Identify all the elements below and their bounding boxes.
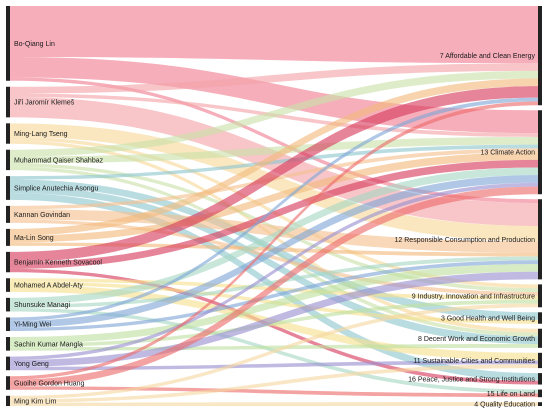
source-node-bar bbox=[6, 278, 10, 292]
source-node-label: Ming Kim Lim bbox=[14, 398, 57, 405]
source-node-label: Benjamin Kenneth Sovacool bbox=[14, 260, 102, 267]
source-node-bar bbox=[6, 176, 10, 200]
source-node-label: Bo-Qiang Lin bbox=[14, 41, 55, 48]
flow-link bbox=[10, 175, 538, 328]
source-node-label: Ming-Lang Tseng bbox=[14, 131, 68, 138]
source-node-bar bbox=[6, 123, 10, 144]
flow-link bbox=[10, 186, 538, 345]
sankey-source-nodes: Bo-Qiang Lin Jiří Jaromír Klemeš Ming-Lang… bbox=[6, 6, 104, 406]
target-node-label: 4 Quality Education bbox=[474, 402, 535, 409]
source-node-label: Muhammad Qaiser Shahbaz bbox=[14, 157, 104, 164]
target-node-label: 11 Sustainable Cities and Communities bbox=[413, 358, 535, 365]
source-node-label: Shunsuke Managi bbox=[14, 302, 70, 309]
target-node-label: 3 Good Health and Well Being bbox=[441, 316, 535, 323]
flow-link bbox=[10, 63, 538, 94]
flow-link bbox=[10, 364, 538, 403]
target-node-label: 12 Responsible Consumption and Productio… bbox=[395, 237, 536, 244]
flow-link bbox=[10, 70, 538, 157]
target-node-bar bbox=[538, 352, 542, 369]
flow-link bbox=[10, 77, 538, 204]
flow-link bbox=[10, 136, 538, 164]
flow-link bbox=[10, 97, 538, 321]
source-node-label: Ma-Lin Song bbox=[14, 235, 54, 242]
flow-link bbox=[10, 159, 538, 269]
source-node-bar bbox=[6, 337, 10, 351]
source-node-bar bbox=[6, 149, 10, 171]
source-node-label: Jiří Jaromír Klemeš bbox=[14, 100, 75, 107]
target-node-label: 7 Affordable and Clean Energy bbox=[440, 53, 536, 60]
flow-link bbox=[10, 144, 538, 180]
source-node-bar bbox=[6, 297, 10, 312]
source-node-label: Yi-Ming Wei bbox=[14, 322, 52, 329]
flow-link bbox=[10, 271, 538, 367]
flow-link bbox=[10, 6, 538, 64]
flow-link bbox=[10, 209, 538, 253]
flow-link bbox=[10, 360, 538, 371]
source-node-label: Guoihe Gordon Huang bbox=[14, 381, 85, 388]
source-node-bar bbox=[6, 395, 10, 406]
source-node-bar bbox=[6, 317, 10, 332]
target-node-bar bbox=[538, 6, 542, 106]
flow-link bbox=[10, 264, 538, 344]
flow-link bbox=[10, 299, 538, 348]
flow-link bbox=[10, 78, 538, 236]
target-node-bar bbox=[538, 312, 542, 324]
flow-link bbox=[10, 256, 538, 309]
source-node-bar bbox=[6, 86, 10, 118]
target-node-bar bbox=[538, 389, 542, 398]
source-node-label: Simplice Anutechia Asongu bbox=[14, 186, 99, 193]
flow-link bbox=[10, 167, 538, 305]
source-node-bar bbox=[6, 205, 10, 223]
flow-link bbox=[10, 152, 538, 243]
sankey-links bbox=[10, 6, 538, 406]
target-node-bar bbox=[538, 110, 542, 195]
source-node-bar bbox=[6, 228, 10, 246]
source-node-bar bbox=[6, 251, 10, 273]
source-node-label: Mohamed A Abdel-Aty bbox=[14, 283, 83, 290]
source-node-bar bbox=[6, 356, 10, 371]
target-node-label: 9 Industry, Innovation and Infrastructur… bbox=[412, 293, 535, 300]
flow-link bbox=[10, 186, 538, 387]
source-node-bar bbox=[6, 6, 10, 81]
sankey-target-nodes: 7 Affordable and Clean Energy 13 Climate … bbox=[395, 6, 542, 409]
target-node-bar bbox=[538, 328, 542, 348]
target-node-label: 16 Peace, Justice and Strong Institution… bbox=[408, 376, 535, 383]
flow-link bbox=[10, 260, 538, 332]
source-node-label: Kannan Govindan bbox=[14, 212, 70, 219]
flow-link bbox=[10, 219, 538, 296]
flow-link bbox=[10, 182, 538, 361]
target-node-bar bbox=[538, 402, 542, 406]
target-node-label: 8 Decent Work and Economic Growth bbox=[418, 336, 535, 343]
target-node-bar bbox=[538, 284, 542, 308]
source-node-bar bbox=[6, 376, 10, 390]
target-node-label: 13 Climate Action bbox=[481, 150, 536, 157]
flow-link bbox=[10, 303, 538, 400]
source-node-label: Yong Geng bbox=[14, 361, 49, 368]
flow-link bbox=[10, 268, 538, 385]
flow-link bbox=[10, 402, 538, 406]
flow-link bbox=[10, 86, 538, 263]
flow-link bbox=[10, 101, 538, 380]
flow-link bbox=[10, 123, 538, 242]
source-node-label: Sachin Kumar Mangla bbox=[14, 341, 83, 348]
target-node-label: 15 Life on Land bbox=[487, 391, 535, 398]
target-node-bar bbox=[538, 199, 542, 280]
target-node-bar bbox=[538, 373, 542, 385]
